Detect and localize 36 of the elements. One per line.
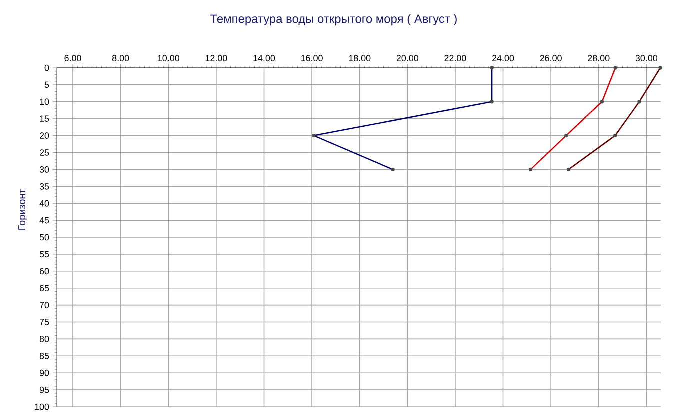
- y-tick-label: 40: [40, 200, 50, 207]
- x-tick-label: 16.00: [302, 55, 323, 62]
- x-tick-label: 6.00: [64, 55, 82, 62]
- y-tick-label: 25: [40, 150, 50, 156]
- y-tick-label: 60: [40, 268, 50, 275]
- y-axis-title: Горизонт: [18, 189, 28, 230]
- y-tick-label: 5: [44, 82, 50, 88]
- x-tick-label: 28.00: [588, 55, 610, 62]
- y-tick-label: 10: [40, 98, 50, 106]
- x-tick-label: 18.00: [349, 55, 371, 62]
- x-tick-label: 22.00: [444, 55, 466, 62]
- x-tick-label: 12.00: [206, 55, 228, 62]
- x-tick-label: 30.00: [636, 55, 658, 62]
- x-tick-label: 20.00: [396, 55, 419, 62]
- y-tick-label: 15: [40, 116, 50, 122]
- x-tick-label: 8.00: [112, 55, 130, 62]
- y-tick-label: 35: [40, 183, 50, 190]
- y-tick-label: 90: [40, 370, 50, 376]
- x-tick-label: 14.00: [254, 55, 276, 62]
- y-tick-label: 80: [40, 336, 50, 342]
- y-tick-label: 20: [40, 132, 50, 139]
- x-tick-label: 24.00: [492, 55, 514, 62]
- y-tick-label: 55: [40, 251, 50, 258]
- y-tick-label: 0: [44, 64, 50, 72]
- x-tick-label: 26.00: [540, 55, 562, 62]
- y-tick-label: 75: [40, 319, 50, 326]
- x-tick-label: 10.00: [158, 55, 180, 62]
- y-tick-label: 65: [40, 285, 50, 292]
- y-tick-label: 45: [40, 217, 50, 224]
- y-tick-label: 70: [40, 302, 50, 308]
- y-tick-label: 30: [40, 166, 50, 173]
- y-tick-label: 100: [35, 404, 50, 410]
- y-tick-label: 85: [40, 352, 50, 360]
- chart-title: Температура воды открытого моря ( Август ): [210, 14, 457, 26]
- y-tick-label: 50: [40, 234, 50, 241]
- y-tick-label: 95: [40, 386, 50, 394]
